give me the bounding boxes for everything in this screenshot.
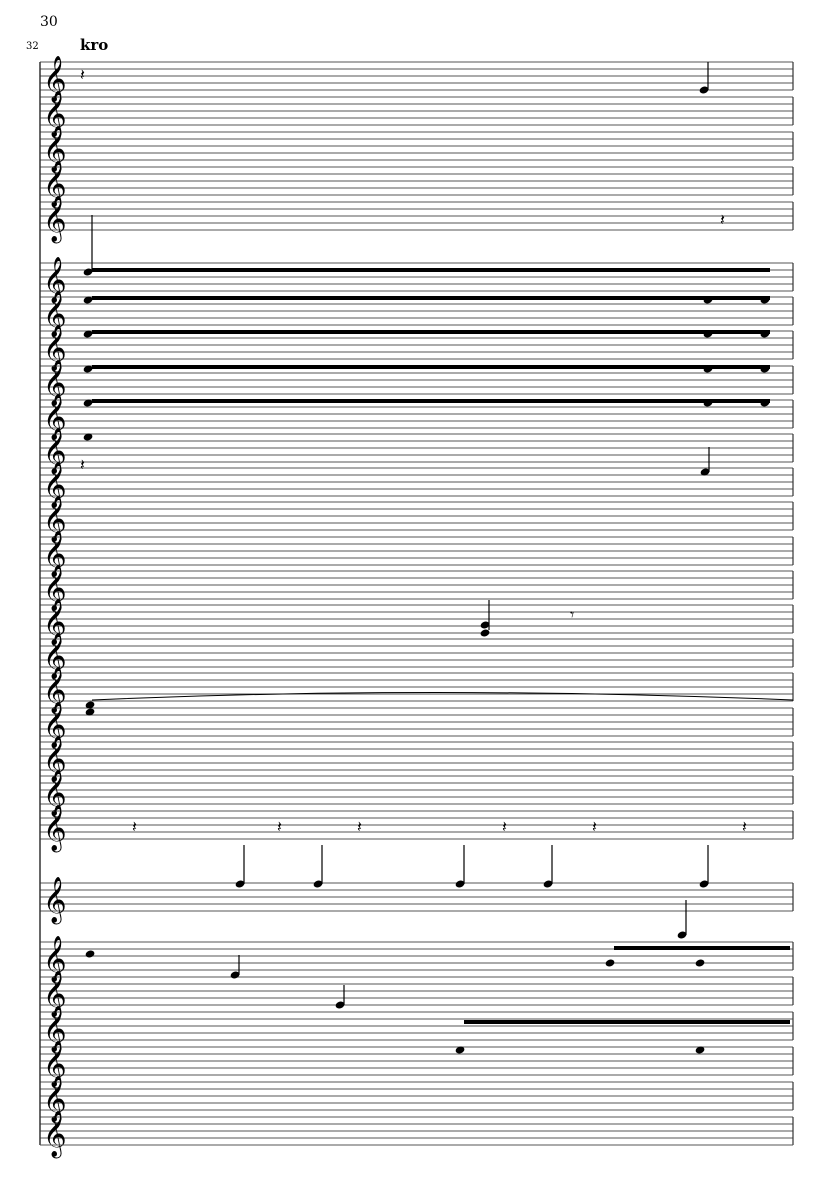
treble-clef-icon: 𝄞 [43,770,67,818]
notehead [703,296,713,304]
notehead [703,330,713,338]
notehead [480,621,490,629]
notehead [85,950,95,958]
treble-clef-icon: 𝄞 [43,971,67,1019]
rest-icon: 𝄽 [80,455,85,474]
rest-icon: 𝄽 [132,817,137,836]
treble-clef-icon: 𝄞 [43,428,67,476]
treble-clef-icon: 𝄞 [43,496,67,544]
notehead [543,880,553,888]
notehead [605,959,615,967]
treble-clef-icon: 𝄞 [43,531,67,579]
treble-clef-icon: 𝄞 [43,1006,67,1054]
treble-clef-icon: 𝄞 [43,736,67,784]
notehead [480,629,490,637]
notehead [85,708,95,716]
treble-clef-icon: 𝄞 [43,126,67,174]
notehead [455,880,465,888]
rest-icon: 𝄽 [502,817,507,836]
notehead [83,399,93,407]
rest-icon: 𝄾 [570,605,574,624]
treble-clef-icon: 𝄞 [43,56,67,104]
notehead [83,365,93,373]
notehead [230,971,240,979]
treble-clef-icon: 𝄞 [43,877,67,925]
treble-clef-icon: 𝄞 [43,291,67,339]
rest-icon: 𝄽 [592,817,597,836]
beam [92,330,770,334]
treble-clef-icon: 𝄞 [43,394,67,442]
treble-clef-icon: 𝄞 [43,1076,67,1124]
treble-clef-icon: 𝄞 [43,565,67,613]
notehead [83,433,93,441]
notehead [700,468,710,476]
notehead [760,330,770,338]
treble-clef-icon: 𝄞 [43,462,67,510]
treble-clef-icon: 𝄞 [43,702,67,750]
rest-icon: 𝄽 [277,817,282,836]
notehead [83,330,93,338]
notehead [760,399,770,407]
rest-icon: 𝄽 [80,65,85,84]
tie [91,692,794,701]
beam [92,399,770,403]
rest-icon: 𝄽 [742,817,747,836]
treble-clef-icon: 𝄞 [43,257,67,305]
treble-clef-icon: 𝄞 [43,360,67,408]
beam [92,365,770,369]
treble-clef-icon: 𝄞 [43,805,67,853]
treble-clef-icon: 𝄞 [43,196,67,244]
staff-number: 32 [26,41,39,52]
beam [464,1020,790,1024]
notehead [235,880,245,888]
notehead [677,931,687,939]
notehead [760,365,770,373]
notehead [695,959,705,967]
treble-clef-icon: 𝄞 [43,633,67,681]
beam [92,268,770,272]
measure-number: 30 [40,14,58,30]
treble-clef-icon: 𝄞 [43,1111,67,1159]
beam [614,946,790,950]
rest-icon: 𝄽 [357,817,362,836]
notehead [699,880,709,888]
treble-clef-icon: 𝄞 [43,161,67,209]
beam [92,296,770,300]
treble-clef-icon: 𝄞 [43,599,67,647]
notehead [455,1046,465,1054]
notehead [695,1046,705,1054]
treble-clef-icon: 𝄞 [43,325,67,373]
notehead [313,880,323,888]
treble-clef-icon: 𝄞 [43,1041,67,1089]
notehead [703,365,713,373]
notehead [83,296,93,304]
treble-clef-icon: 𝄞 [43,936,67,984]
notehead [760,296,770,304]
notehead [85,701,95,709]
treble-clef-icon: 𝄞 [43,667,67,715]
notehead [335,1001,345,1009]
notehead [83,268,93,276]
rest-icon: 𝄽 [720,210,725,229]
notehead [703,399,713,407]
treble-clef-icon: 𝄞 [43,91,67,139]
rehearsal-mark: kro [80,36,109,54]
notehead [699,86,709,94]
